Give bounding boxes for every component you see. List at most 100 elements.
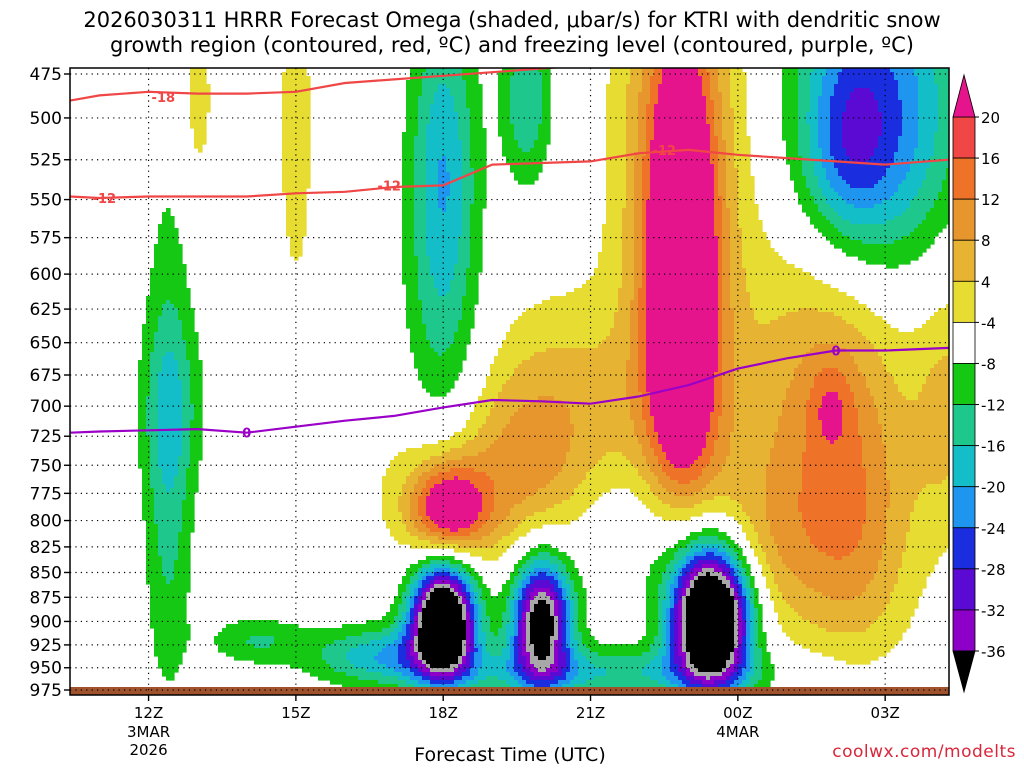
omega-cell — [170, 372, 175, 377]
omega-cell — [154, 284, 159, 289]
omega-cell — [182, 508, 187, 513]
omega-cell — [366, 668, 371, 673]
omega-cell — [390, 520, 395, 525]
omega-cell — [414, 320, 419, 325]
omega-cell — [402, 520, 407, 525]
omega-cell — [462, 484, 467, 489]
omega-cell — [466, 112, 471, 117]
omega-cell — [434, 136, 439, 141]
omega-cell — [462, 500, 467, 505]
omega-cell — [458, 572, 463, 577]
omega-cell — [170, 632, 175, 637]
omega-cell — [430, 488, 435, 493]
omega-cell — [426, 456, 431, 461]
omega-cell — [462, 232, 467, 237]
omega-cell — [238, 652, 243, 657]
omega-cell — [290, 100, 295, 105]
omega-cell — [458, 284, 463, 289]
omega-cell — [154, 588, 159, 593]
omega-cell — [182, 368, 187, 373]
omega-cell — [414, 652, 419, 657]
omega-cell — [254, 624, 259, 629]
omega-cell — [466, 536, 471, 541]
omega-cell — [406, 192, 411, 197]
omega-cell — [150, 352, 155, 357]
omega-cell — [302, 652, 307, 657]
omega-cell — [450, 500, 455, 505]
omega-cell — [378, 680, 383, 685]
omega-cell — [330, 680, 335, 685]
omega-cell — [434, 116, 439, 121]
omega-cell — [230, 628, 235, 633]
omega-cell — [414, 456, 419, 461]
omega-cell — [178, 452, 183, 457]
omega-cell — [166, 616, 171, 621]
omega-cell — [334, 672, 339, 677]
omega-cell — [410, 140, 415, 145]
omega-cell — [146, 528, 151, 533]
omega-cell — [166, 304, 171, 309]
omega-cell — [414, 628, 419, 633]
omega-cell — [406, 116, 411, 121]
omega-cell — [398, 524, 403, 529]
omega-cell — [178, 360, 183, 365]
omega-cell — [234, 648, 239, 653]
omega-cell — [446, 444, 451, 449]
omega-cell — [330, 672, 335, 677]
omega-cell — [198, 140, 203, 145]
omega-cell — [166, 560, 171, 565]
omega-cell — [178, 528, 183, 533]
omega-cell — [410, 100, 415, 105]
omega-cell — [182, 560, 187, 565]
omega-cell — [158, 320, 163, 325]
omega-cell — [166, 332, 171, 337]
omega-cell — [398, 624, 403, 629]
omega-cell — [186, 532, 191, 537]
omega-cell — [426, 632, 431, 637]
omega-cell — [478, 148, 483, 153]
omega-cell — [154, 580, 159, 585]
omega-cell — [150, 420, 155, 425]
omega-cell — [146, 416, 151, 421]
omega-cell — [290, 212, 295, 217]
omega-cell — [302, 196, 307, 201]
omega-cell — [438, 612, 443, 617]
omega-cell — [162, 592, 167, 597]
omega-cell — [410, 624, 415, 629]
omega-cell — [154, 444, 159, 449]
omega-cell — [306, 172, 311, 177]
omega-cell — [166, 488, 171, 493]
omega-cell — [438, 68, 443, 73]
omega-cell — [450, 380, 455, 385]
omega-cell — [470, 164, 475, 169]
omega-cell — [306, 628, 311, 633]
omega-cell — [474, 216, 479, 221]
omega-cell — [454, 316, 459, 321]
omega-cell — [354, 644, 359, 649]
omega-cell — [150, 416, 155, 421]
omega-cell — [374, 640, 379, 645]
omega-cell — [366, 648, 371, 653]
omega-cell — [282, 636, 287, 641]
omega-cell — [190, 124, 195, 129]
omega-cell — [406, 80, 411, 85]
omega-cell — [402, 508, 407, 513]
omega-cell — [410, 172, 415, 177]
omega-cell — [306, 668, 311, 673]
omega-cell — [190, 472, 195, 477]
omega-cell — [466, 164, 471, 169]
omega-cell — [470, 648, 475, 653]
omega-cell — [262, 644, 267, 649]
omega-cell — [414, 304, 419, 309]
omega-cell — [162, 224, 167, 229]
omega-cell — [446, 164, 451, 169]
omega-cell — [406, 320, 411, 325]
omega-cell — [366, 664, 371, 669]
omega-cell — [238, 640, 243, 645]
omega-cell — [442, 196, 447, 201]
omega-cell — [166, 552, 171, 557]
omega-cell — [474, 616, 479, 621]
omega-cell — [410, 240, 415, 245]
omega-cell — [390, 628, 395, 633]
omega-cell — [150, 624, 155, 629]
